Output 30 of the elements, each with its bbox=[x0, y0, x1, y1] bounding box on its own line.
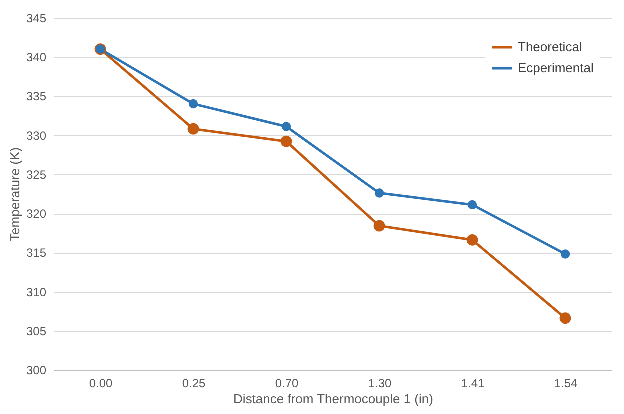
x-tick-label: 0.00 bbox=[89, 376, 113, 390]
y-tick-label: 335 bbox=[26, 90, 47, 104]
legend-label: Theoretical bbox=[518, 40, 582, 54]
point bbox=[188, 99, 198, 109]
x-axis-title: Distance from Thermocouple 1 (in) bbox=[234, 392, 434, 406]
point bbox=[466, 234, 478, 246]
y-tick-label: 305 bbox=[26, 324, 47, 338]
point bbox=[560, 250, 570, 259]
x-tick-label: 0.70 bbox=[275, 376, 299, 390]
y-axis-title: Temperature (K) bbox=[7, 148, 22, 242]
point bbox=[374, 220, 386, 232]
legend-label: Ecperimental bbox=[518, 60, 594, 76]
y-tick-label: 330 bbox=[26, 128, 47, 143]
x-tick-label: 0.25 bbox=[182, 376, 206, 390]
point bbox=[280, 136, 292, 148]
y-tick-label: 340 bbox=[26, 50, 47, 65]
x-tick-label: 1.30 bbox=[368, 376, 392, 390]
x-tick-label: 1.54 bbox=[554, 376, 578, 390]
point bbox=[282, 122, 292, 132]
point bbox=[374, 188, 384, 198]
point bbox=[468, 200, 478, 210]
x-tick-label: 1.41 bbox=[461, 376, 485, 390]
y-tick-label: 310 bbox=[26, 285, 47, 300]
y-tick-label: 315 bbox=[26, 246, 47, 260]
y-tick-label: 300 bbox=[26, 364, 47, 378]
point bbox=[188, 123, 200, 135]
point bbox=[560, 312, 572, 324]
y-tick-label: 345 bbox=[26, 12, 47, 26]
y-tick-label: 325 bbox=[26, 168, 47, 182]
y-tick-label: 320 bbox=[26, 207, 47, 222]
